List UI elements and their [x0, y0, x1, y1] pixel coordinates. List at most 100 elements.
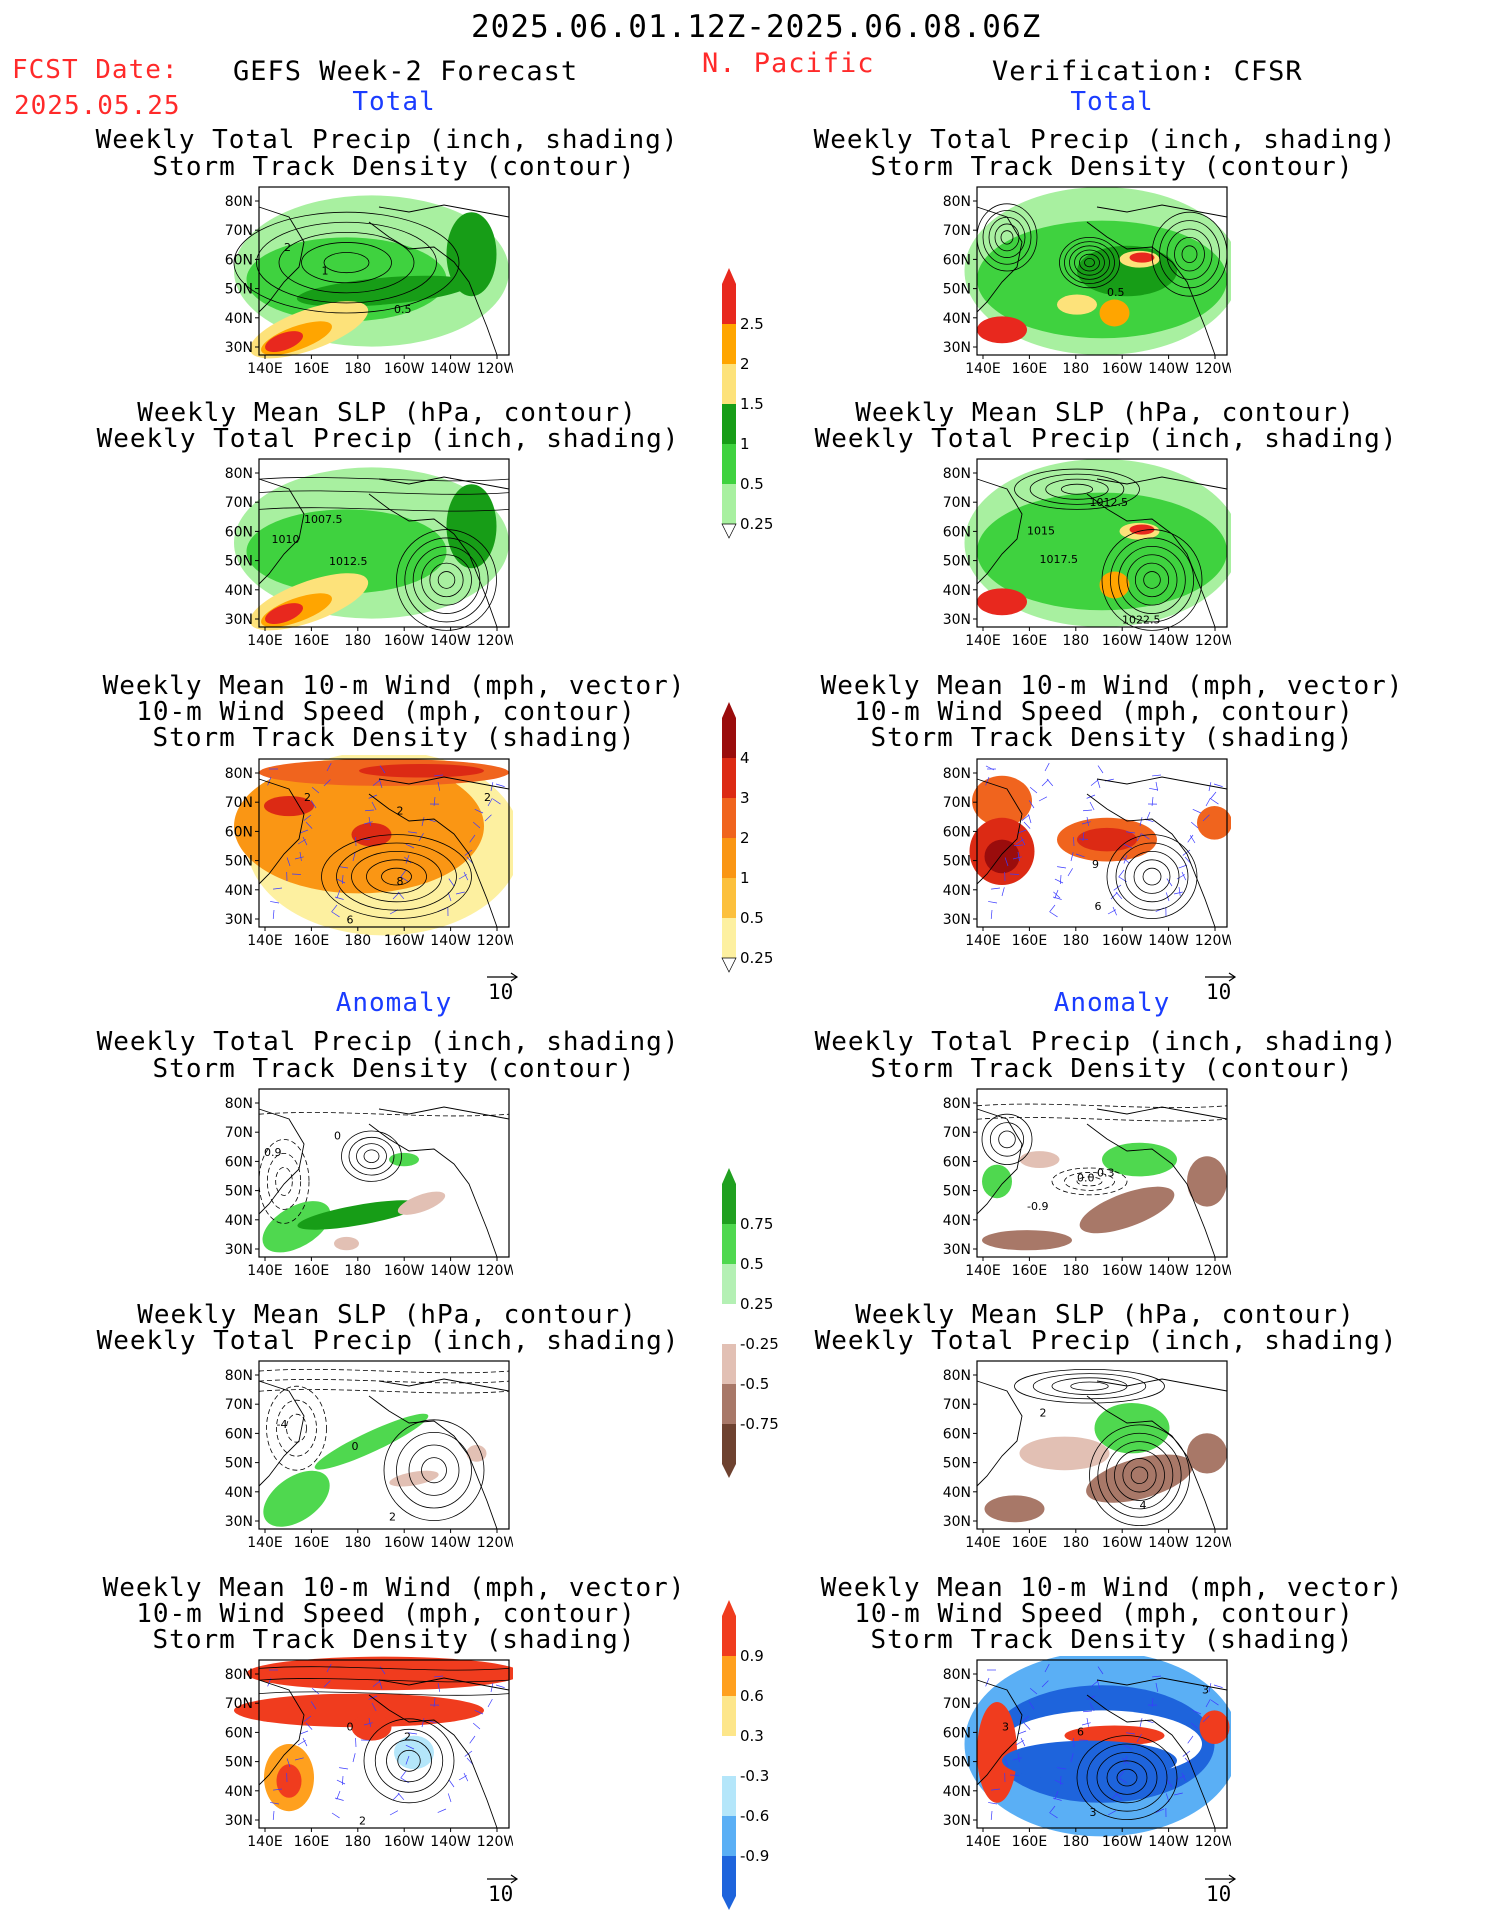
lon-tick-label: 160E	[294, 633, 330, 649]
lat-tick-label: 30N	[943, 1242, 971, 1258]
shade-region	[359, 764, 484, 778]
contour-line	[1074, 249, 1105, 276]
lon-tick-label: 160E	[1012, 633, 1048, 649]
colorbar-label: 2	[740, 829, 750, 847]
lon-tick-label: 180	[1062, 361, 1089, 377]
wind-vector	[303, 1715, 312, 1722]
vector-ref-arrow-icon	[486, 968, 520, 987]
colorbar-label: -0.6	[740, 1807, 769, 1825]
lon-tick-label: 140W	[1148, 1834, 1189, 1850]
contour-line	[374, 1728, 444, 1793]
contour-line	[366, 859, 427, 894]
wind-vector	[379, 1680, 383, 1690]
contour-line	[1118, 545, 1186, 614]
map-panel-verif-precip-track: 0.5 80N 70N 60N 50N 40N 30N 140E 160E 180 160W 140W…	[941, 183, 1231, 383]
wind-vector	[408, 1732, 418, 1735]
map-panel-forecast-precip-track: 2 1 0.5 80N 70N 60N 50N 40N 30N 140E 160E 180 160W 14…	[223, 183, 513, 383]
wind-vector	[1192, 809, 1202, 814]
contour-line	[1105, 1441, 1174, 1510]
p5-title-3: Storm Track Density (shading)	[152, 723, 636, 753]
coastline	[258, 206, 305, 313]
wind-vector	[1166, 1779, 1173, 1788]
wind-vector	[455, 891, 465, 895]
lat-tick-label: 50N	[943, 282, 971, 298]
coastline	[378, 204, 510, 218]
contour-label: 2	[284, 241, 291, 254]
coastline	[258, 478, 305, 585]
contour-line	[1059, 236, 1120, 289]
wind-vector	[299, 851, 302, 861]
contour-line	[1000, 230, 1014, 245]
colorbar-label: 0.25	[740, 949, 773, 967]
wind-vector	[1187, 1735, 1194, 1744]
wind-vector	[1023, 821, 1031, 829]
colorbar-swatch	[722, 1424, 736, 1464]
wind-vector	[434, 774, 444, 777]
wind-vector	[1049, 1805, 1056, 1814]
shade-region	[1187, 1156, 1227, 1207]
lon-tick-label: 160E	[294, 1535, 330, 1551]
coastline	[378, 1106, 510, 1120]
contour-label: 0.9	[264, 1146, 282, 1159]
contour-line	[1181, 245, 1198, 263]
contour-line	[381, 867, 412, 886]
lat-tick-label: 60N	[225, 1154, 253, 1170]
contour-label: 0	[347, 1721, 354, 1734]
lon-tick-label: 180	[1062, 933, 1089, 949]
contour-line	[233, 211, 460, 314]
contour-label: 9	[1092, 858, 1099, 871]
contour-label: 4	[1140, 1499, 1147, 1512]
colorbar-swatch	[722, 758, 736, 798]
lon-tick-label: 160W	[384, 633, 425, 649]
vector-ref-arrow-icon	[486, 1870, 520, 1889]
contour-line	[1089, 1424, 1190, 1527]
colorbar-swatch	[722, 1736, 736, 1776]
lat-tick-label: 40N	[943, 1213, 971, 1229]
colorbar-label: 0.25	[740, 515, 773, 533]
wind-vector	[1013, 844, 1024, 846]
wind-vector	[336, 1779, 346, 1785]
wind-vector	[352, 1753, 356, 1763]
wind-vector	[1126, 831, 1136, 834]
map-frame	[976, 458, 1228, 628]
coastline	[1086, 1395, 1216, 1530]
lat-tick-label: 40N	[225, 1784, 253, 1800]
lon-tick-label: 120W	[1195, 1834, 1231, 1850]
lat-tick-label: 60N	[943, 824, 971, 840]
lon-tick-label: 140W	[430, 633, 471, 649]
wind-vector	[487, 1698, 493, 1708]
p4-title-2: Weekly Total Precip (inch, shading)	[814, 424, 1398, 454]
contour-line	[256, 221, 437, 304]
coastline	[976, 1380, 1023, 1487]
wind-vector	[400, 876, 409, 883]
lat-tick-label: 50N	[225, 554, 253, 570]
coastline	[378, 476, 510, 490]
lat-tick-label: 50N	[943, 1456, 971, 1472]
shade-region	[982, 1230, 1072, 1251]
shade-region	[394, 1735, 434, 1770]
wind-vector	[294, 856, 304, 860]
lat-tick-label: 80N	[943, 1096, 971, 1112]
p7-title-1: Weekly Total Precip (inch, shading)	[96, 1027, 680, 1057]
contour-label: 1022.5	[1122, 614, 1161, 627]
contour-line	[976, 1117, 1228, 1122]
colorbar-track-anom: 0.9 0.6 0.3 -0.3 -0.6 -0.9	[716, 1600, 786, 1914]
contour-line	[1079, 253, 1100, 272]
lon-tick-label: 160E	[294, 361, 330, 377]
lat-tick-label: 60N	[225, 1426, 253, 1442]
lat-tick-label: 60N	[225, 524, 253, 540]
contour-line	[1115, 842, 1189, 911]
wind-vector	[495, 783, 505, 787]
wind-vector	[433, 796, 436, 806]
wind-vector	[1155, 1682, 1159, 1692]
wind-vector	[991, 887, 1001, 890]
wind-vector	[1017, 1752, 1020, 1762]
lon-tick-label: 140W	[1148, 1263, 1189, 1279]
wind-vector	[1089, 801, 1095, 811]
contour-line	[1130, 1466, 1149, 1485]
shade-region	[297, 1200, 421, 1230]
contour-label: 0	[352, 1440, 359, 1453]
map-frame	[976, 758, 1228, 928]
wind-vector	[469, 1735, 476, 1744]
shade-region	[1187, 1433, 1227, 1474]
